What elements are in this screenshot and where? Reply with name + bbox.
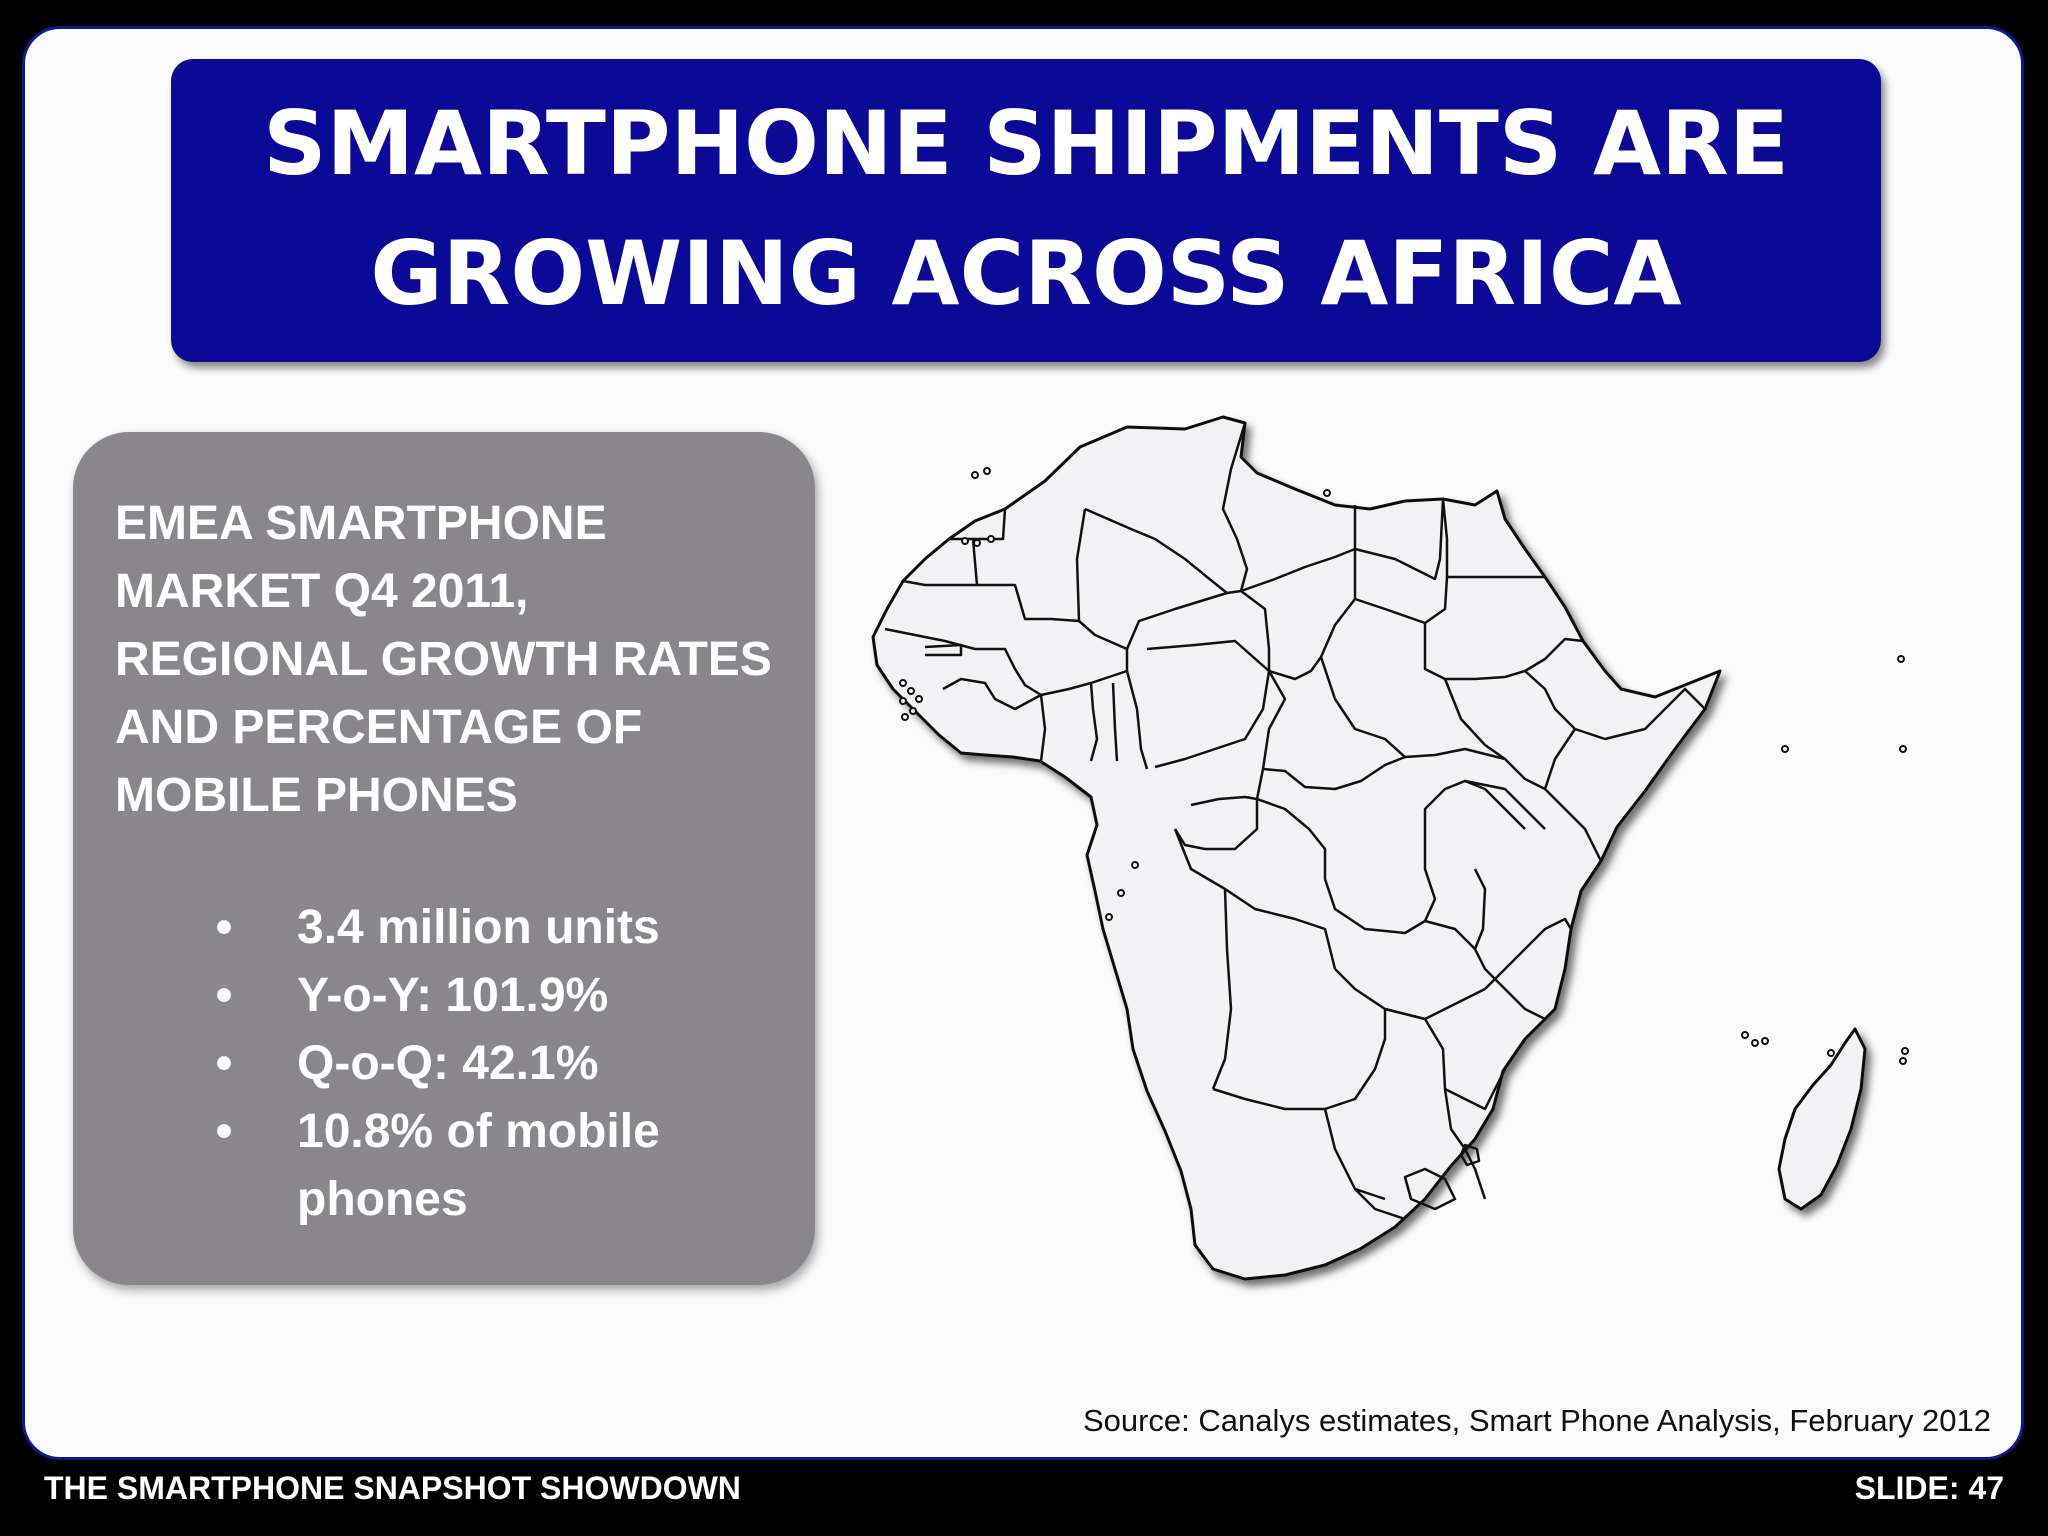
list-item: • Q-o-Q: 42.1%	[209, 1030, 769, 1098]
source-citation: Source: Canalys estimates, Smart Phone A…	[1082, 1403, 1991, 1438]
continent-shape	[871, 415, 1867, 1281]
small-islands	[899, 467, 1909, 1065]
slide-title: SMARTPHONE SHIPMENTS ARE GROWING ACROSS …	[263, 91, 1789, 325]
info-box: EMEA SMARTPHONE MARKET Q4 2011, REGIONAL…	[73, 432, 815, 1285]
africa-map-svg	[871, 415, 1909, 1281]
list-item: • 3.4 million units	[209, 894, 769, 962]
list-item: • Y-o-Y: 101.9%	[209, 962, 769, 1030]
bullet-icon: •	[215, 1037, 233, 1090]
stats-list: • 3.4 million units • Y-o-Y: 101.9% • Q-…	[209, 894, 769, 1234]
bullet-icon: •	[215, 1105, 233, 1158]
footer-slide-number: SLIDE: 47	[1854, 1470, 2004, 1506]
bullet-icon: •	[215, 969, 233, 1022]
footer-presentation-title: THE SMARTPHONE SNAPSHOT SHOWDOWN	[44, 1470, 741, 1506]
africa-map	[865, 409, 1925, 1389]
africa-outline	[871, 415, 1722, 1281]
info-heading: EMEA SMARTPHONE MARKET Q4 2011, REGIONAL…	[115, 497, 772, 822]
title-banner: SMARTPHONE SHIPMENTS ARE GROWING ACROSS …	[171, 59, 1881, 362]
stat-units: 3.4 million units	[297, 901, 660, 954]
stat-share: 10.8% of mobile phones	[297, 1105, 660, 1226]
country-borders	[884, 422, 1706, 1221]
bullet-icon: •	[215, 901, 233, 954]
stat-qoq: Q-o-Q: 42.1%	[297, 1037, 599, 1090]
madagascar-outline	[1777, 1027, 1867, 1211]
stat-yoy: Y-o-Y: 101.9%	[297, 969, 609, 1022]
list-item: • 10.8% of mobile phones	[209, 1098, 769, 1234]
slide-card: SMARTPHONE SHIPMENTS ARE GROWING ACROSS …	[22, 26, 2024, 1460]
